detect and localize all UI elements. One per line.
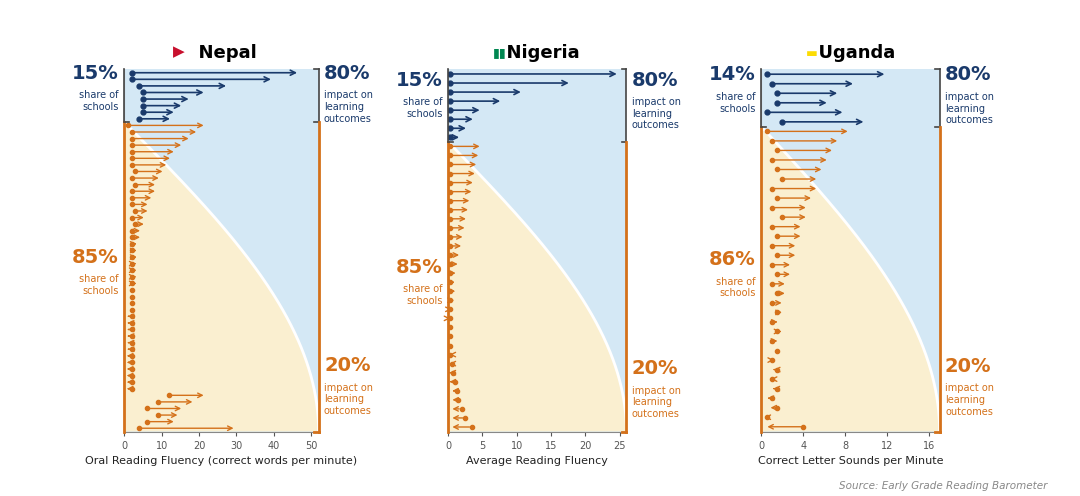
Polygon shape xyxy=(448,142,626,432)
Text: 14%: 14% xyxy=(710,65,756,84)
Text: impact on
learning
outcomes: impact on learning outcomes xyxy=(632,97,680,130)
Text: 20%: 20% xyxy=(945,357,991,376)
Text: ▶: ▶ xyxy=(173,45,185,60)
Text: ▬: ▬ xyxy=(806,47,818,60)
X-axis label: Average Reading Fluency: Average Reading Fluency xyxy=(467,456,608,466)
Title:   Uganda: Uganda xyxy=(806,44,895,62)
Text: 80%: 80% xyxy=(324,64,370,83)
Polygon shape xyxy=(124,122,319,432)
Text: 85%: 85% xyxy=(72,248,119,267)
Text: impact on
learning
outcomes: impact on learning outcomes xyxy=(945,383,994,417)
Text: impact on
learning
outcomes: impact on learning outcomes xyxy=(945,92,994,125)
X-axis label: Correct Letter Sounds per Minute: Correct Letter Sounds per Minute xyxy=(758,456,943,466)
Title:   Nigeria: Nigeria xyxy=(495,44,580,62)
Text: Source: Early Grade Reading Barometer: Source: Early Grade Reading Barometer xyxy=(839,481,1048,491)
Text: share of
schools: share of schools xyxy=(79,274,119,296)
Polygon shape xyxy=(761,126,940,432)
Text: impact on
learning
outcomes: impact on learning outcomes xyxy=(632,385,680,419)
X-axis label: Oral Reading Fluency (correct words per minute): Oral Reading Fluency (correct words per … xyxy=(85,456,357,466)
Title:   Nepal: Nepal xyxy=(186,44,257,62)
Text: 15%: 15% xyxy=(72,64,119,83)
Text: 85%: 85% xyxy=(396,258,443,277)
Text: share of
schools: share of schools xyxy=(79,90,119,112)
Text: 86%: 86% xyxy=(710,250,756,269)
Text: 80%: 80% xyxy=(632,71,678,90)
Text: 80%: 80% xyxy=(945,65,991,84)
Text: 20%: 20% xyxy=(632,359,678,378)
Text: share of
schools: share of schools xyxy=(716,92,756,114)
Text: 15%: 15% xyxy=(396,71,443,90)
Text: ▮▮: ▮▮ xyxy=(492,47,507,60)
Text: impact on
learning
outcomes: impact on learning outcomes xyxy=(324,90,373,124)
Text: 20%: 20% xyxy=(324,356,370,375)
Text: share of
schools: share of schools xyxy=(403,97,443,119)
Text: impact on
learning
outcomes: impact on learning outcomes xyxy=(324,382,373,416)
Text: share of
schools: share of schools xyxy=(716,277,756,298)
Text: share of
schools: share of schools xyxy=(403,284,443,306)
